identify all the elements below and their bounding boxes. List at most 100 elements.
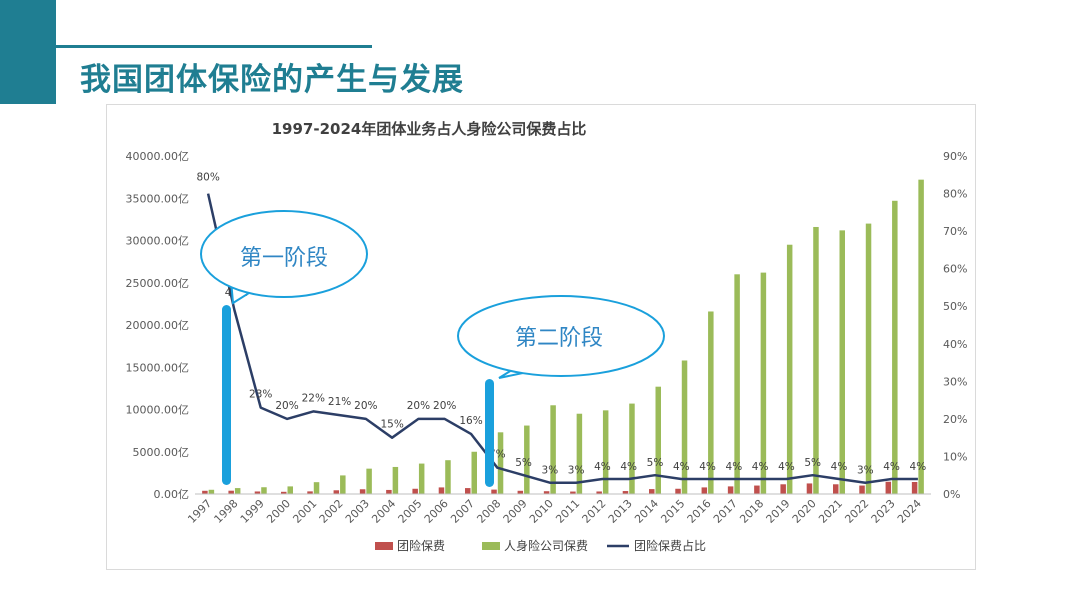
ratio-data-label: 3% xyxy=(568,465,585,477)
ratio-data-label: 5% xyxy=(515,457,532,469)
bar-group-premium xyxy=(307,491,313,494)
y-right-tick-label: 60% xyxy=(943,263,967,276)
bar-group-premium xyxy=(281,491,287,494)
ratio-data-label: 4% xyxy=(620,461,637,473)
stage1-marker xyxy=(222,305,231,485)
bar-group-premium xyxy=(701,487,708,494)
bar-life-premium xyxy=(471,451,477,494)
y-right-tick-label: 90% xyxy=(943,150,967,163)
ratio-data-label: 4% xyxy=(778,461,795,473)
bar-life-premium xyxy=(813,226,819,494)
x-tick-label: 2001 xyxy=(290,497,319,526)
x-tick-label: 2021 xyxy=(816,497,845,526)
bar-life-premium xyxy=(708,311,714,494)
ratio-data-label: 4% xyxy=(752,461,769,473)
bar-life-premium xyxy=(261,487,267,494)
y-right-tick-label: 0% xyxy=(943,488,960,501)
y-right-tick-label: 50% xyxy=(943,300,967,313)
bar-group-premium xyxy=(359,489,366,494)
y-right-tick-label: 20% xyxy=(943,413,967,426)
bar-life-premium xyxy=(918,179,924,494)
y-left-tick-label: 30000.00亿 xyxy=(126,235,190,248)
y-left-tick-label: 35000.00亿 xyxy=(126,192,190,205)
y-left-tick-label: 0.00亿 xyxy=(154,488,190,501)
ratio-data-label: 4% xyxy=(699,461,716,473)
ratio-data-label: 20% xyxy=(407,400,430,412)
legend-swatch-group-premium xyxy=(375,542,393,550)
bar-group-premium xyxy=(833,484,839,494)
bar-group-premium xyxy=(859,485,865,494)
y-right-tick-label: 80% xyxy=(943,188,967,201)
y-right-tick-label: 70% xyxy=(943,225,967,238)
y-right-tick-label: 40% xyxy=(943,338,967,351)
bar-life-premium xyxy=(734,274,740,494)
bar-group-premium xyxy=(543,491,550,494)
x-tick-label: 2016 xyxy=(685,497,714,526)
x-tick-label: 2000 xyxy=(264,497,293,526)
x-tick-label: 1998 xyxy=(212,497,241,526)
bar-group-premium xyxy=(386,489,392,494)
bar-life-premium xyxy=(892,200,898,494)
bar-life-premium xyxy=(681,360,688,494)
ratio-data-label: 3% xyxy=(857,465,874,477)
y-left-tick-label: 40000.00亿 xyxy=(126,150,190,163)
x-tick-label: 2011 xyxy=(553,497,582,526)
slide-title: 我国团体保险的产生与发展 xyxy=(80,62,464,98)
line-group-ratio xyxy=(206,193,918,484)
bar-life-premium xyxy=(445,460,451,494)
ratio-data-label: 20% xyxy=(433,400,456,412)
bar-group-premium xyxy=(333,490,340,494)
stage2-callout-bubble xyxy=(457,295,665,377)
y-left-tick-label: 15000.00亿 xyxy=(126,361,190,374)
bar-group-premium xyxy=(754,485,760,494)
ratio-data-label: 4% xyxy=(673,461,690,473)
ratio-data-label: 23% xyxy=(249,389,272,401)
bar-group-premium xyxy=(228,490,234,494)
x-tick-label: 2010 xyxy=(527,497,556,526)
bar-life-premium xyxy=(234,488,241,494)
x-tick-label: 2015 xyxy=(658,497,687,526)
x-tick-label: 2022 xyxy=(842,497,871,526)
x-tick-label: 2012 xyxy=(580,497,609,526)
bar-life-premium xyxy=(313,482,320,494)
x-tick-label: 2024 xyxy=(895,497,924,526)
x-tick-label: 2003 xyxy=(343,497,372,526)
title-rule xyxy=(56,45,372,48)
bar-life-premium xyxy=(550,405,556,494)
bar-group-premium xyxy=(254,491,261,494)
x-tick-label: 1997 xyxy=(185,497,214,526)
chart-frame: 1997-2024年团体业务占人身险公司保费占比 0.00亿 5000.00亿 10… xyxy=(106,104,976,570)
ratio-data-label: 21% xyxy=(328,396,351,408)
x-tick-label: 2005 xyxy=(396,497,425,526)
x-tick-label: 2008 xyxy=(474,497,503,526)
bar-group-premium xyxy=(806,483,813,494)
x-tick-label: 2023 xyxy=(869,497,898,526)
x-tick-label: 2013 xyxy=(606,497,635,526)
legend-label-life-premium: 人身险公司保费 xyxy=(504,538,588,553)
ratio-data-label: 20% xyxy=(354,400,377,412)
legend-label-group-premium: 团险保费 xyxy=(397,538,445,553)
bar-life-premium xyxy=(760,272,767,494)
ratio-data-label: 16% xyxy=(459,415,482,427)
bar-group-premium xyxy=(570,491,576,494)
ratio-data-label: 5% xyxy=(647,457,664,469)
bar-life-premium xyxy=(629,403,635,494)
ratio-data-label: 4% xyxy=(726,461,743,473)
bar-group-premium xyxy=(202,490,208,494)
stage1-callout-joint xyxy=(232,281,258,290)
ratio-data-label: 15% xyxy=(380,419,403,431)
bar-group-premium xyxy=(491,489,497,494)
bar-group-premium xyxy=(885,481,892,494)
bar-life-premium xyxy=(287,486,293,494)
y-left-tick-label: 25000.00亿 xyxy=(126,277,190,290)
bar-life-premium xyxy=(865,223,872,494)
stage2-callout-joint xyxy=(524,362,548,372)
ratio-data-label: 5% xyxy=(804,457,821,469)
legend-label-ratio: 团险保费占比 xyxy=(634,538,706,553)
bar-life-premium xyxy=(839,230,845,495)
bar-life-premium xyxy=(786,244,793,494)
bar-life-premium xyxy=(524,425,530,494)
stage2-marker xyxy=(485,379,494,487)
x-tick-label: 2018 xyxy=(737,497,766,526)
y-right-tick-label: 10% xyxy=(943,450,967,463)
